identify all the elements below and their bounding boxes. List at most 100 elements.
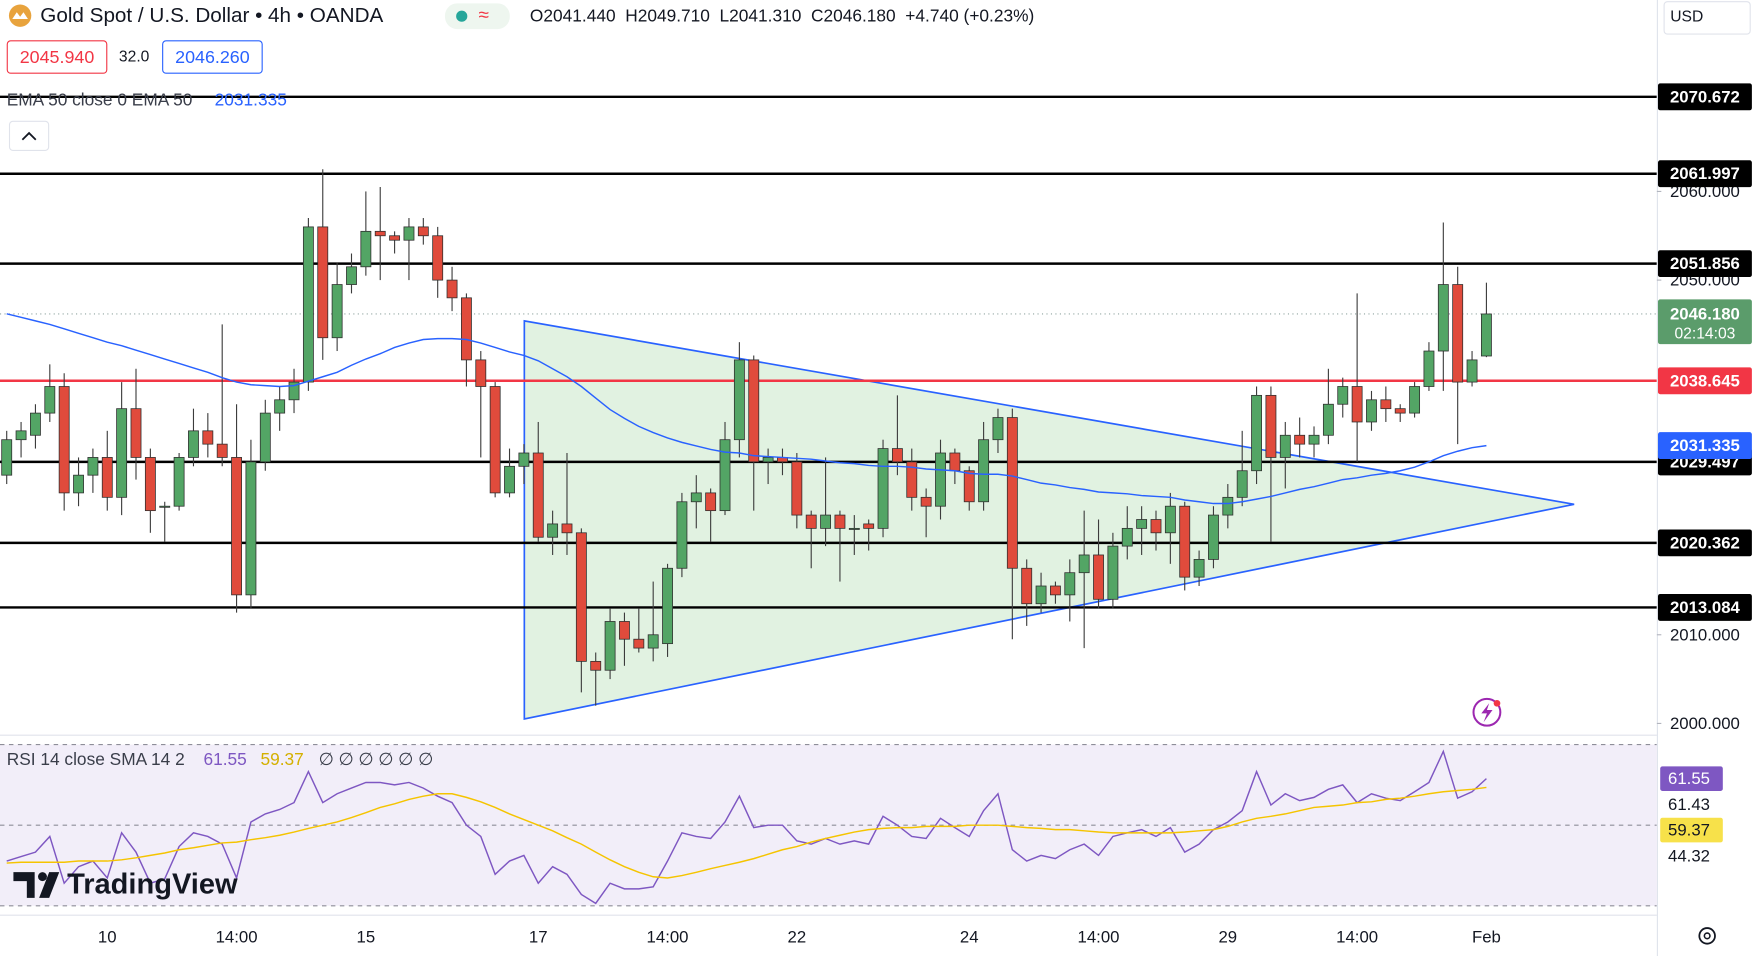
rsi-sma-legend-value: 59.37 [260,749,303,769]
x-tick-label: 14:00 [1336,927,1378,946]
plot-area [0,95,1657,905]
level-tag-label: 2038.645 [1670,371,1740,390]
candle-body [1222,496,1234,516]
sell-price: 2045.940 [20,47,95,67]
ema-legend-name: EMA 50 close 0 EMA 50 [7,90,193,110]
settings-icon[interactable] [1698,927,1716,945]
candle-body [1121,527,1133,547]
rsi-line [6,749,1487,905]
candle-body [920,496,932,507]
symbol-title: Gold Spot / U.S. Dollar • 4h • OANDA [40,4,383,27]
candle-body [1466,359,1478,383]
currency-button[interactable] [1663,1,1751,35]
candle-body [403,226,415,241]
candle-body [690,492,702,503]
rsi-background [0,744,1657,907]
sell-button[interactable] [6,40,108,74]
rsi-sma-tag-label: 59.37 [1668,821,1710,840]
candle-body [1179,505,1191,578]
candle-body [949,452,961,472]
candle-body [302,226,314,383]
candle-body [259,412,271,463]
x-tick-label: 22 [788,927,807,946]
candle-body [791,461,803,516]
candle-body [159,505,171,508]
candle-body [461,297,472,361]
candle-body [676,501,688,569]
candle-body [30,412,41,436]
candle-body [1093,554,1104,600]
level-tag-label: 2061.997 [1670,164,1740,183]
candle-body [389,235,401,241]
candle-body [1394,408,1406,414]
level-tag [1657,250,1752,278]
candle-body [1294,434,1306,445]
candle-body [1409,386,1421,414]
symbol-icon [8,4,32,27]
candle-body [1322,403,1334,436]
candle-body [202,430,214,445]
ohlc-legend: O2041.440 H2049.710 L2041.310 C2046.180 … [530,6,1034,26]
candle-body [820,514,831,529]
x-tick-label: 15 [357,927,376,946]
candle-body [58,386,70,494]
candle-body [561,523,573,534]
candle-body [1265,394,1277,458]
candle-body [891,448,903,463]
rsi-sma-tag [1660,817,1723,843]
time-axis: 10 14:00 15 17 14:00 22 24 14:00 29 14:00 Feb [98,927,1501,946]
candle-body [834,514,846,529]
alert-icon[interactable] [1472,697,1502,727]
candle-body [1208,514,1219,560]
candle-body [619,621,630,640]
price-axis: 2000.0002010.0002050.0002060.0002070.672… [1656,83,1752,865]
triangle-drawing [523,319,1575,720]
candle-body [360,230,372,268]
x-tick-label: 24 [960,927,979,946]
x-tick-label: 10 [98,927,117,946]
status-pill[interactable] [444,3,510,30]
x-tick-label: 14:00 [1078,927,1120,946]
spread: 32.0 [119,49,150,66]
candle-body [1064,572,1076,596]
candle-body [518,452,530,467]
candle-body [1351,386,1363,423]
level-tag-label: 2020.362 [1670,533,1740,552]
candle-body [15,430,27,441]
candle-body [978,439,990,503]
currency: USD [1670,8,1703,25]
candle-body [1279,434,1291,458]
candle-body [73,474,84,494]
ema-tag-label: 2031.335 [1670,436,1740,455]
alert-dot [1493,699,1501,707]
rsi-legend-name: RSI 14 close SMA 14 2 [7,749,185,769]
countdown: 02:14:03 [1674,326,1735,343]
level-tag [1657,529,1752,557]
candle-body [1035,585,1047,605]
candle-body [1308,434,1320,445]
level-tag [1657,160,1752,188]
candle-body [1021,567,1033,605]
market-open-dot [456,10,468,22]
candle-body [346,266,357,285]
candle-body [1366,399,1377,423]
candle-body [274,399,286,414]
candle-body [590,660,602,671]
candle-body [245,461,257,596]
level-tag [1657,83,1752,111]
y-tick-label: 2000.000 [1670,714,1740,733]
candle-body [863,523,875,529]
candle-body [705,492,717,512]
candle-body [1480,313,1492,357]
candle-body [288,381,300,401]
candle-body [1437,284,1449,352]
candle-body [633,638,645,649]
buy-button[interactable] [162,40,263,74]
candle-body [44,386,56,414]
collapse-button[interactable] [8,120,50,151]
candle-body [504,465,515,494]
x-tick-label: 14:00 [647,927,689,946]
collapse-icon [21,131,37,141]
